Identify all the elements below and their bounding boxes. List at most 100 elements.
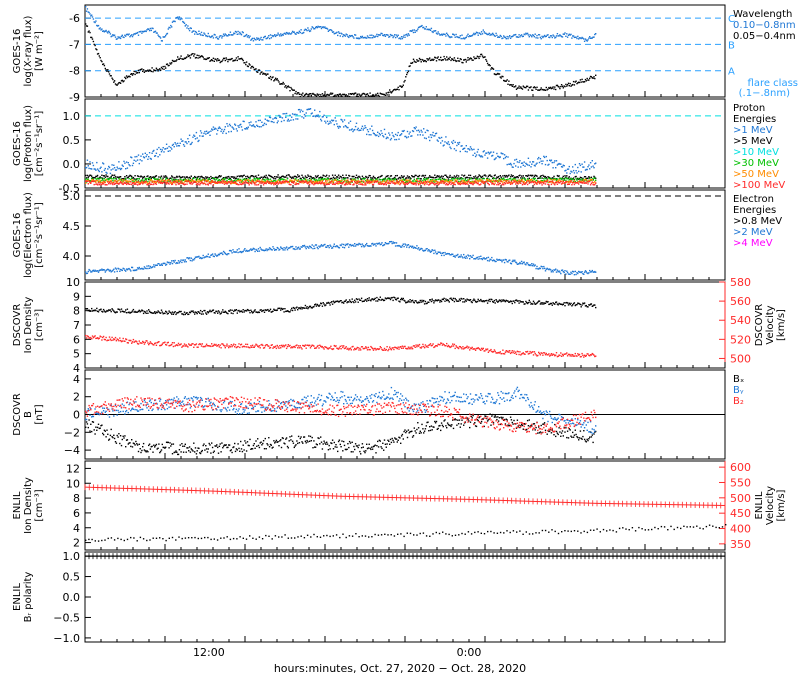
data-point <box>265 174 267 177</box>
ylabel-line: log(Electron flux) <box>23 192 34 278</box>
data-point <box>308 29 310 31</box>
data-point <box>389 35 391 38</box>
data-point <box>152 181 154 183</box>
data-point <box>445 180 447 182</box>
data-point <box>338 125 341 128</box>
data-point <box>223 57 226 60</box>
data-point <box>392 89 394 92</box>
data-point <box>191 141 193 144</box>
data-point <box>369 180 371 182</box>
data-point <box>448 58 450 60</box>
data-point <box>457 143 460 145</box>
data-point <box>115 268 118 270</box>
data-point <box>536 34 538 37</box>
data-point <box>458 60 461 62</box>
data-point <box>412 176 415 178</box>
data-point <box>514 86 516 88</box>
data-point <box>237 180 239 182</box>
data-point <box>486 178 488 180</box>
data-point <box>265 37 267 40</box>
data-point <box>580 171 582 173</box>
data-point <box>144 180 146 183</box>
data-point <box>92 269 95 271</box>
data-point <box>467 179 469 181</box>
data-point <box>394 178 397 180</box>
data-point <box>280 83 283 85</box>
data-point <box>146 178 148 180</box>
data-point <box>414 61 416 63</box>
data-point <box>155 32 158 34</box>
data-point <box>175 17 177 19</box>
data-point <box>576 182 578 184</box>
data-point <box>202 56 204 58</box>
data-point <box>427 179 429 181</box>
data-point <box>426 129 428 131</box>
data-point <box>494 260 496 263</box>
data-point <box>200 175 203 178</box>
data-point <box>457 256 460 258</box>
data-point <box>351 128 353 130</box>
data-point <box>588 272 590 274</box>
data-point <box>93 270 95 272</box>
data-point <box>208 178 210 180</box>
data-point <box>197 33 199 35</box>
data-point <box>239 58 241 60</box>
data-point <box>186 176 188 178</box>
data-point <box>543 89 545 91</box>
data-point <box>151 266 153 269</box>
data-point <box>519 261 521 264</box>
data-point <box>461 145 463 147</box>
data-point <box>565 176 567 179</box>
data-point <box>155 183 158 185</box>
data-point <box>240 250 242 253</box>
data-point <box>593 177 595 179</box>
data-point <box>231 126 233 128</box>
data-point <box>550 178 553 180</box>
data-point <box>335 182 337 184</box>
data-point <box>260 36 262 39</box>
data-point <box>578 178 580 180</box>
data-point <box>172 181 175 183</box>
data-point <box>274 178 277 180</box>
data-point <box>185 180 187 182</box>
data-point <box>337 34 339 37</box>
data-point <box>348 181 350 183</box>
data-point <box>539 267 542 270</box>
data-point <box>531 175 533 177</box>
data-point <box>405 135 407 138</box>
data-point <box>402 243 404 245</box>
data-point <box>343 126 345 128</box>
data-point <box>570 178 572 180</box>
data-point <box>144 177 146 180</box>
data-point <box>176 145 178 147</box>
data-point <box>158 181 160 184</box>
data-point <box>199 55 202 58</box>
data-point <box>326 94 328 96</box>
data-point <box>398 244 400 247</box>
data-point <box>180 55 182 57</box>
data-point <box>509 37 512 39</box>
data-point <box>389 180 392 182</box>
data-point <box>304 246 307 248</box>
data-point <box>421 248 423 250</box>
data-point <box>382 178 384 181</box>
data-point <box>337 181 340 183</box>
data-point <box>358 93 360 95</box>
data-point <box>307 183 309 185</box>
data-point <box>395 182 398 184</box>
data-point <box>285 246 288 248</box>
data-point <box>88 167 90 170</box>
data-point <box>85 23 87 25</box>
data-point <box>345 243 347 245</box>
data-point <box>217 180 219 182</box>
data-point <box>110 35 112 38</box>
data-point <box>496 176 498 178</box>
data-point <box>211 180 214 182</box>
data-point <box>148 176 151 179</box>
data-point <box>132 269 135 272</box>
data-point <box>102 63 104 66</box>
data-point <box>156 178 158 180</box>
data-point <box>269 175 272 177</box>
data-point <box>292 177 295 179</box>
data-point <box>490 68 492 70</box>
